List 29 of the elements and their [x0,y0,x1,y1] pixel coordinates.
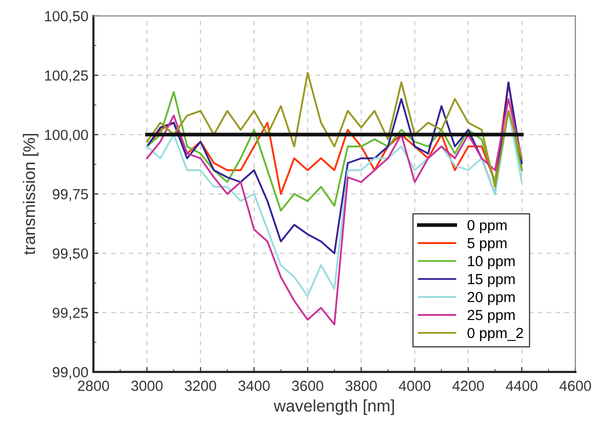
line-series [146,98,523,326]
legend-label: 20 ppm [468,292,515,306]
legend-label: 5 ppm [468,238,507,252]
y-tick-label: 99,25 [52,308,88,320]
y-tick-label: 100,50 [45,11,88,24]
x-tick-label: 4400 [506,380,538,391]
y-tick-label: 99,75 [52,189,88,202]
x-tick-label: 3200 [184,380,216,391]
y-tick-label: 100,25 [45,70,88,82]
x-tick-label: 3600 [292,380,324,391]
legend-label: 15 ppm [468,274,515,288]
x-tick-label: 4000 [398,380,430,391]
y-axis-title: transmission [%] [22,134,38,255]
legend-label: 0 ppm_2 [468,328,523,342]
x-tick-label: 4600 [559,380,592,391]
x-tick-label: 4200 [452,380,484,391]
line-series [146,81,523,254]
x-axis-title: wavelength [nm] [274,399,394,415]
line-series [146,90,523,212]
x-tick-label: 3000 [131,380,163,391]
x-tick-label: 3800 [346,380,377,391]
legend-label: 25 ppm [468,310,515,324]
legend-label: 10 ppm [468,256,515,270]
legend-label: 0 ppm [468,220,507,234]
x-tick-label: 2800 [78,380,110,391]
y-tick-label: 99,00 [52,367,88,380]
x-tick-label: 3400 [238,380,270,391]
y-tick-label: 99,50 [52,248,88,260]
y-tick-label: 100,00 [45,130,88,142]
